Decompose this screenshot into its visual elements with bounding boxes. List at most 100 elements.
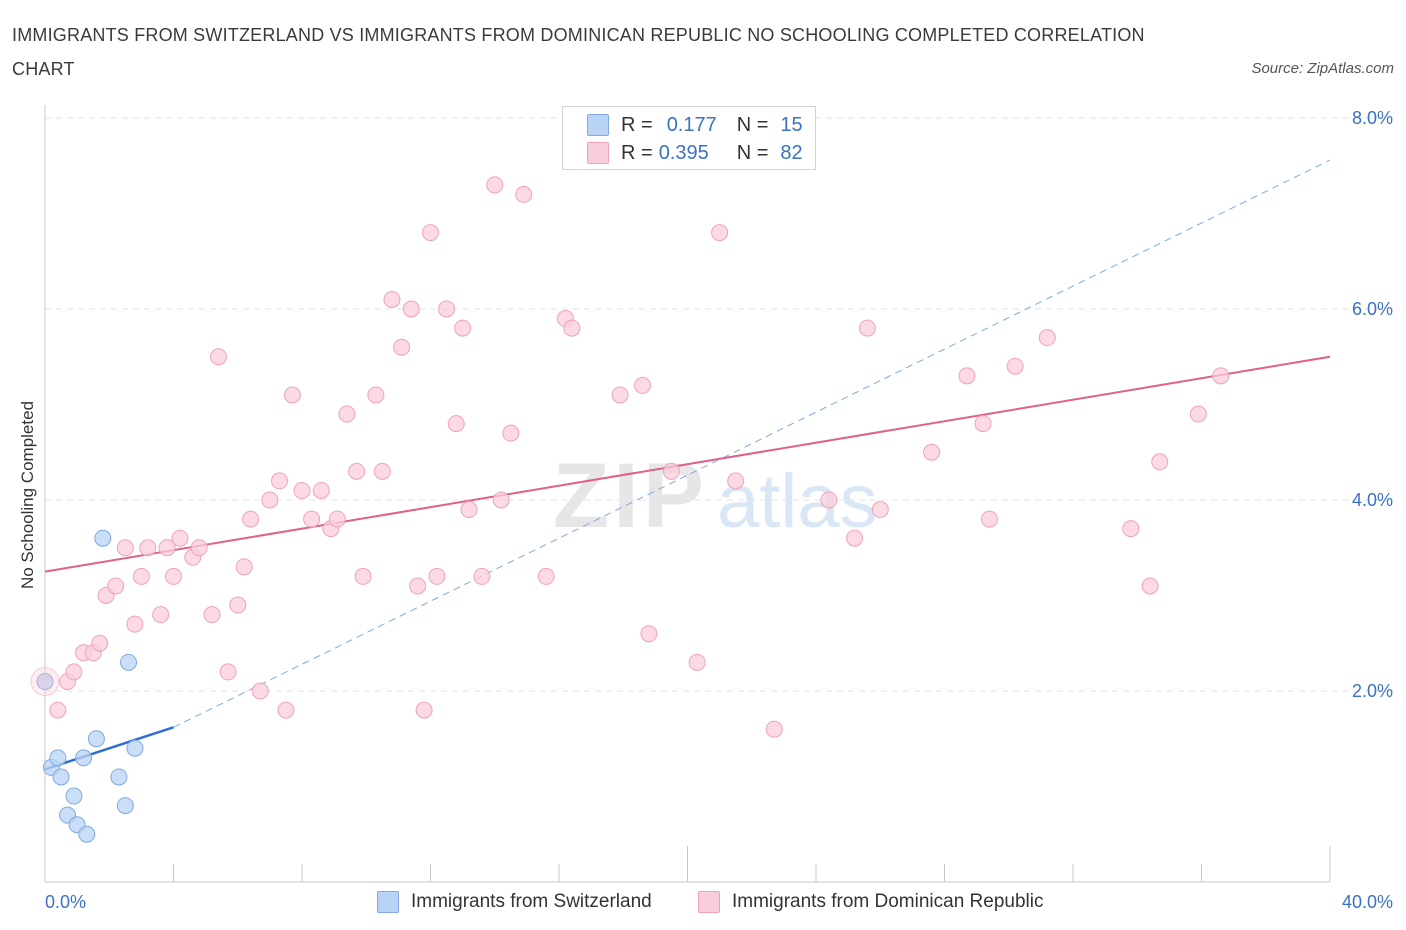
dominican-point [354,567,372,585]
dominican-point [640,625,658,643]
n-value-dominican: 82 [780,141,803,164]
dominican-point [515,185,533,203]
dominican-point [871,501,889,519]
dominican-point [49,701,67,719]
switzerland-point [116,797,134,815]
dominican-point [209,348,227,366]
switzerland-point [94,529,112,547]
dominican-point [460,501,478,519]
y-tick-label: 6.0% [1352,299,1393,319]
switzerland-trend-line [44,726,174,771]
dominican-point [980,510,998,528]
dominican-point [373,462,391,480]
dominican-point [688,653,706,671]
r-label: R = [621,141,653,164]
watermark-atlas: atlas [717,459,878,544]
dominican-point [765,720,783,738]
dominican-point [171,529,189,547]
chart-title: IMMIGRANTS FROM SWITZERLAND VS IMMIGRANT… [12,25,1145,79]
dominican-point [1212,367,1230,385]
dominican-point [409,577,427,595]
dominican-point [251,682,269,700]
dominican-point [158,539,176,557]
dominican-point [338,405,356,423]
grid-layer [45,117,1395,692]
dominican-point [271,472,289,490]
dominican-point [711,224,729,242]
dominican-point [367,386,385,404]
switzerland-point [126,739,144,757]
dominican-point [473,567,491,585]
dominican-point [492,491,510,509]
dominican-point [283,386,301,404]
dominican-point [65,663,83,681]
dominican-point [923,443,941,461]
dominican-point [107,577,125,595]
dominican-point [727,472,745,490]
dominican-point [139,539,157,557]
dominican-point [116,539,134,557]
dominican-point [348,462,366,480]
dominican-point [219,663,237,681]
switzerland-point [52,768,70,786]
dominican-point [293,481,311,499]
dominican-point [438,300,456,318]
dominican-point [1122,520,1140,538]
dominican-point [242,510,260,528]
dominican-point [190,539,208,557]
dominican-point [415,701,433,719]
dominican-point [662,462,680,480]
dominican-point [447,415,465,433]
dominican-trend-line [44,355,1331,573]
watermark-zip: ZIP [553,445,708,547]
n-label: N = [736,113,769,136]
switzerland-point [75,749,93,767]
x-tick-label: 40.0% [1342,892,1393,912]
dominican-point [91,634,109,652]
dominican-point [235,558,253,576]
dominican-point [858,319,876,337]
dominican-point [165,567,182,585]
dominican-point [1151,453,1169,471]
y-tick-label: 2.0% [1352,681,1393,701]
dominican-point [1189,405,1207,423]
dominican-point [229,596,247,614]
r-value-dominican: 0.395 [658,141,709,164]
legend-swatch-switzerland [377,891,399,913]
dominican-point [402,300,420,318]
dominican-point [634,376,652,394]
dominican-point [958,367,976,385]
legend-item-switzerland: Immigrants from Switzerland [377,888,652,916]
dominican-point [261,491,279,509]
stats-row-switzerland: R = 0.177 N = 15 [587,112,803,138]
dominican-point [383,290,401,308]
dominican-point [1038,329,1056,347]
dominican-point [132,567,150,585]
dominican-point [126,615,144,633]
dominican-point [502,424,520,442]
n-label: N = [736,141,769,164]
switzerland-point [87,730,105,748]
stats-row-dominican: R = 0.395 N = 82 [587,140,803,166]
dominican-point [820,491,838,509]
switzerland-point [110,768,128,786]
watermark: ZIP atlas [553,445,878,547]
dominican-point [277,701,295,719]
points-layer [30,176,1230,843]
legend-item-dominican: Immigrants from Dominican Republic [698,888,1044,916]
legend-label-switzerland: Immigrants from Switzerland [411,891,652,912]
dominican-point [563,319,581,337]
dominican-point [152,606,170,624]
y-tick-label: 4.0% [1352,490,1393,510]
dominican-point [1006,357,1024,375]
dominican-point [611,386,629,404]
cluster-point [30,666,60,696]
stats-legend: R = 0.177 N = 15 R = 0.395 N = 82 [562,106,816,170]
switzerland-trend-extension [173,159,1331,728]
dominican-point [846,529,864,547]
y-tick-label: 8.0% [1352,108,1393,128]
series-legend: Immigrants from Switzerland Immigrants f… [0,888,1406,916]
dominican-point [428,567,446,585]
dominican-point [422,224,439,242]
